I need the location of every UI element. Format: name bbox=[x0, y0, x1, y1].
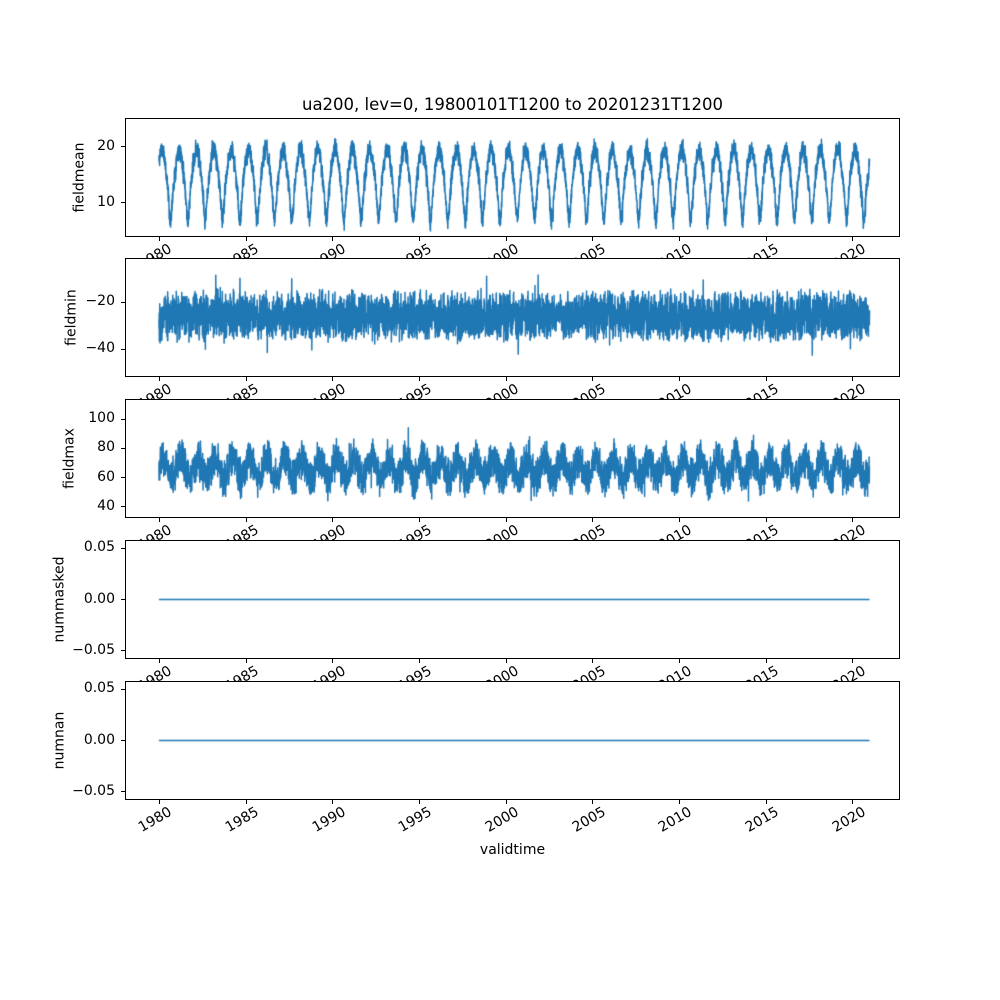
y-tick-label: −0.05 bbox=[72, 641, 115, 658]
fieldmin-line-canvas bbox=[126, 259, 899, 376]
x-tick-mark bbox=[332, 518, 334, 522]
x-tick-mark bbox=[505, 659, 507, 663]
y-tick-label: 10 bbox=[97, 193, 115, 210]
x-tick-mark bbox=[245, 659, 247, 663]
x-tick-mark bbox=[158, 237, 160, 241]
x-tick-mark bbox=[852, 237, 854, 241]
x-tick-label: 2020 bbox=[829, 804, 869, 836]
fieldmax-line-canvas bbox=[126, 400, 899, 517]
x-tick-mark bbox=[245, 518, 247, 522]
y-axis-label-numnan: numnan bbox=[51, 711, 68, 770]
y-tick-label: −0.05 bbox=[72, 782, 115, 799]
x-tick-label: 2000 bbox=[482, 804, 522, 836]
x-tick-mark bbox=[765, 237, 767, 241]
subplot-numnan: numnan 0.05 0.00 −0.05 1980 1985 1990 1995 2000… bbox=[52, 681, 900, 836]
y-tick-mark bbox=[121, 599, 125, 600]
y-tick-label: −40 bbox=[85, 340, 115, 357]
y-tick-mark bbox=[121, 791, 125, 793]
x-tick-mark bbox=[332, 659, 334, 663]
nummasked-line-canvas bbox=[126, 541, 899, 658]
y-tick-mark bbox=[121, 301, 125, 303]
y-tick-mark bbox=[121, 146, 125, 148]
x-axis-label: validtime bbox=[479, 842, 546, 858]
x-tick-mark bbox=[592, 237, 594, 241]
y-tick-mark bbox=[121, 477, 125, 478]
x-tick-mark bbox=[418, 800, 420, 804]
y-tick-label: 0.05 bbox=[83, 539, 115, 556]
subplot-fieldmax: fieldmax 100 80 60 40 1980 1985 1990 1995 2000 20… bbox=[62, 399, 900, 554]
y-tick-label: 40 bbox=[97, 497, 115, 514]
x-tick-mark bbox=[158, 659, 160, 663]
x-tick-mark bbox=[505, 237, 507, 241]
y-tick-mark bbox=[121, 506, 125, 508]
y-tick-label: 0.05 bbox=[83, 680, 115, 697]
x-tick-label: 1995 bbox=[396, 804, 435, 836]
x-tick-mark bbox=[245, 800, 247, 804]
x-tick-mark bbox=[245, 377, 247, 381]
y-tick-label: 60 bbox=[97, 468, 115, 485]
y-tick-mark bbox=[121, 447, 125, 449]
subplot-fieldmean: fieldmean 20 10 1980 1985 1990 1995 2000 2005 20… bbox=[72, 118, 900, 273]
x-tick-mark bbox=[765, 659, 767, 663]
x-tick-mark bbox=[852, 518, 854, 522]
x-tick-mark bbox=[852, 659, 854, 663]
y-tick-mark bbox=[121, 650, 125, 652]
x-tick-mark bbox=[765, 377, 767, 381]
x-tick-mark bbox=[678, 518, 680, 522]
y-tick-label: −20 bbox=[85, 293, 115, 310]
x-tick-label: 1985 bbox=[222, 804, 262, 836]
y-tick-mark bbox=[121, 688, 125, 690]
x-tick-mark bbox=[158, 518, 160, 522]
x-tick-mark bbox=[678, 377, 680, 381]
x-tick-mark bbox=[418, 237, 420, 241]
x-tick-mark bbox=[158, 800, 160, 804]
x-tick-mark bbox=[592, 800, 594, 804]
x-tick-mark bbox=[418, 377, 420, 381]
x-tick-mark bbox=[592, 377, 594, 381]
x-tick-label: 1990 bbox=[309, 804, 349, 836]
y-tick-mark bbox=[121, 740, 125, 741]
y-tick-label: 0.00 bbox=[83, 731, 115, 748]
numnan-line-canvas bbox=[126, 682, 899, 799]
x-tick-mark bbox=[332, 800, 334, 804]
x-tick-mark bbox=[852, 800, 854, 804]
x-tick-mark bbox=[852, 377, 854, 381]
x-tick-mark bbox=[765, 518, 767, 522]
subplot-fieldmin: fieldmin −20 −40 1980 1985 1990 1995 2000 2005 2… bbox=[64, 258, 900, 413]
x-tick-mark bbox=[505, 377, 507, 381]
x-tick-mark bbox=[418, 518, 420, 522]
x-tick-mark bbox=[332, 237, 334, 241]
y-tick-label: 0.00 bbox=[83, 590, 115, 607]
y-tick-label: 100 bbox=[88, 410, 115, 426]
x-tick-mark bbox=[678, 237, 680, 241]
y-tick-mark bbox=[121, 348, 125, 350]
x-tick-mark bbox=[592, 518, 594, 522]
y-axis-label-fieldmin: fieldmin bbox=[63, 289, 80, 346]
y-tick-mark bbox=[121, 202, 125, 204]
x-tick-mark bbox=[678, 659, 680, 663]
x-tick-mark bbox=[505, 800, 507, 804]
x-tick-mark bbox=[505, 518, 507, 522]
fieldmean-line-canvas bbox=[126, 119, 899, 236]
x-tick-mark bbox=[245, 237, 247, 241]
y-tick-mark bbox=[121, 547, 125, 549]
x-tick-label: 2010 bbox=[656, 804, 695, 836]
y-axis-label-nummasked: nummasked bbox=[51, 556, 68, 643]
x-tick-mark bbox=[158, 377, 160, 381]
x-tick-label: 1980 bbox=[136, 804, 175, 836]
x-tick-label: 2015 bbox=[742, 804, 782, 836]
x-tick-mark bbox=[765, 800, 767, 804]
x-tick-mark bbox=[418, 659, 420, 663]
x-tick-mark bbox=[332, 377, 334, 381]
x-tick-mark bbox=[678, 800, 680, 804]
y-tick-label: 80 bbox=[97, 439, 115, 456]
x-tick-mark bbox=[592, 659, 594, 663]
x-tick-label: 2005 bbox=[569, 804, 609, 836]
subplot-nummasked: nummasked 0.05 0.00 −0.05 1980 1985 1990 1995 2… bbox=[52, 540, 900, 695]
y-axis-label-fieldmean: fieldmean bbox=[71, 142, 88, 213]
y-tick-mark bbox=[121, 418, 125, 420]
chart-title: ua200, lev=0, 19800101T1200 to 20201231T… bbox=[301, 95, 724, 114]
y-tick-label: 20 bbox=[97, 137, 115, 154]
